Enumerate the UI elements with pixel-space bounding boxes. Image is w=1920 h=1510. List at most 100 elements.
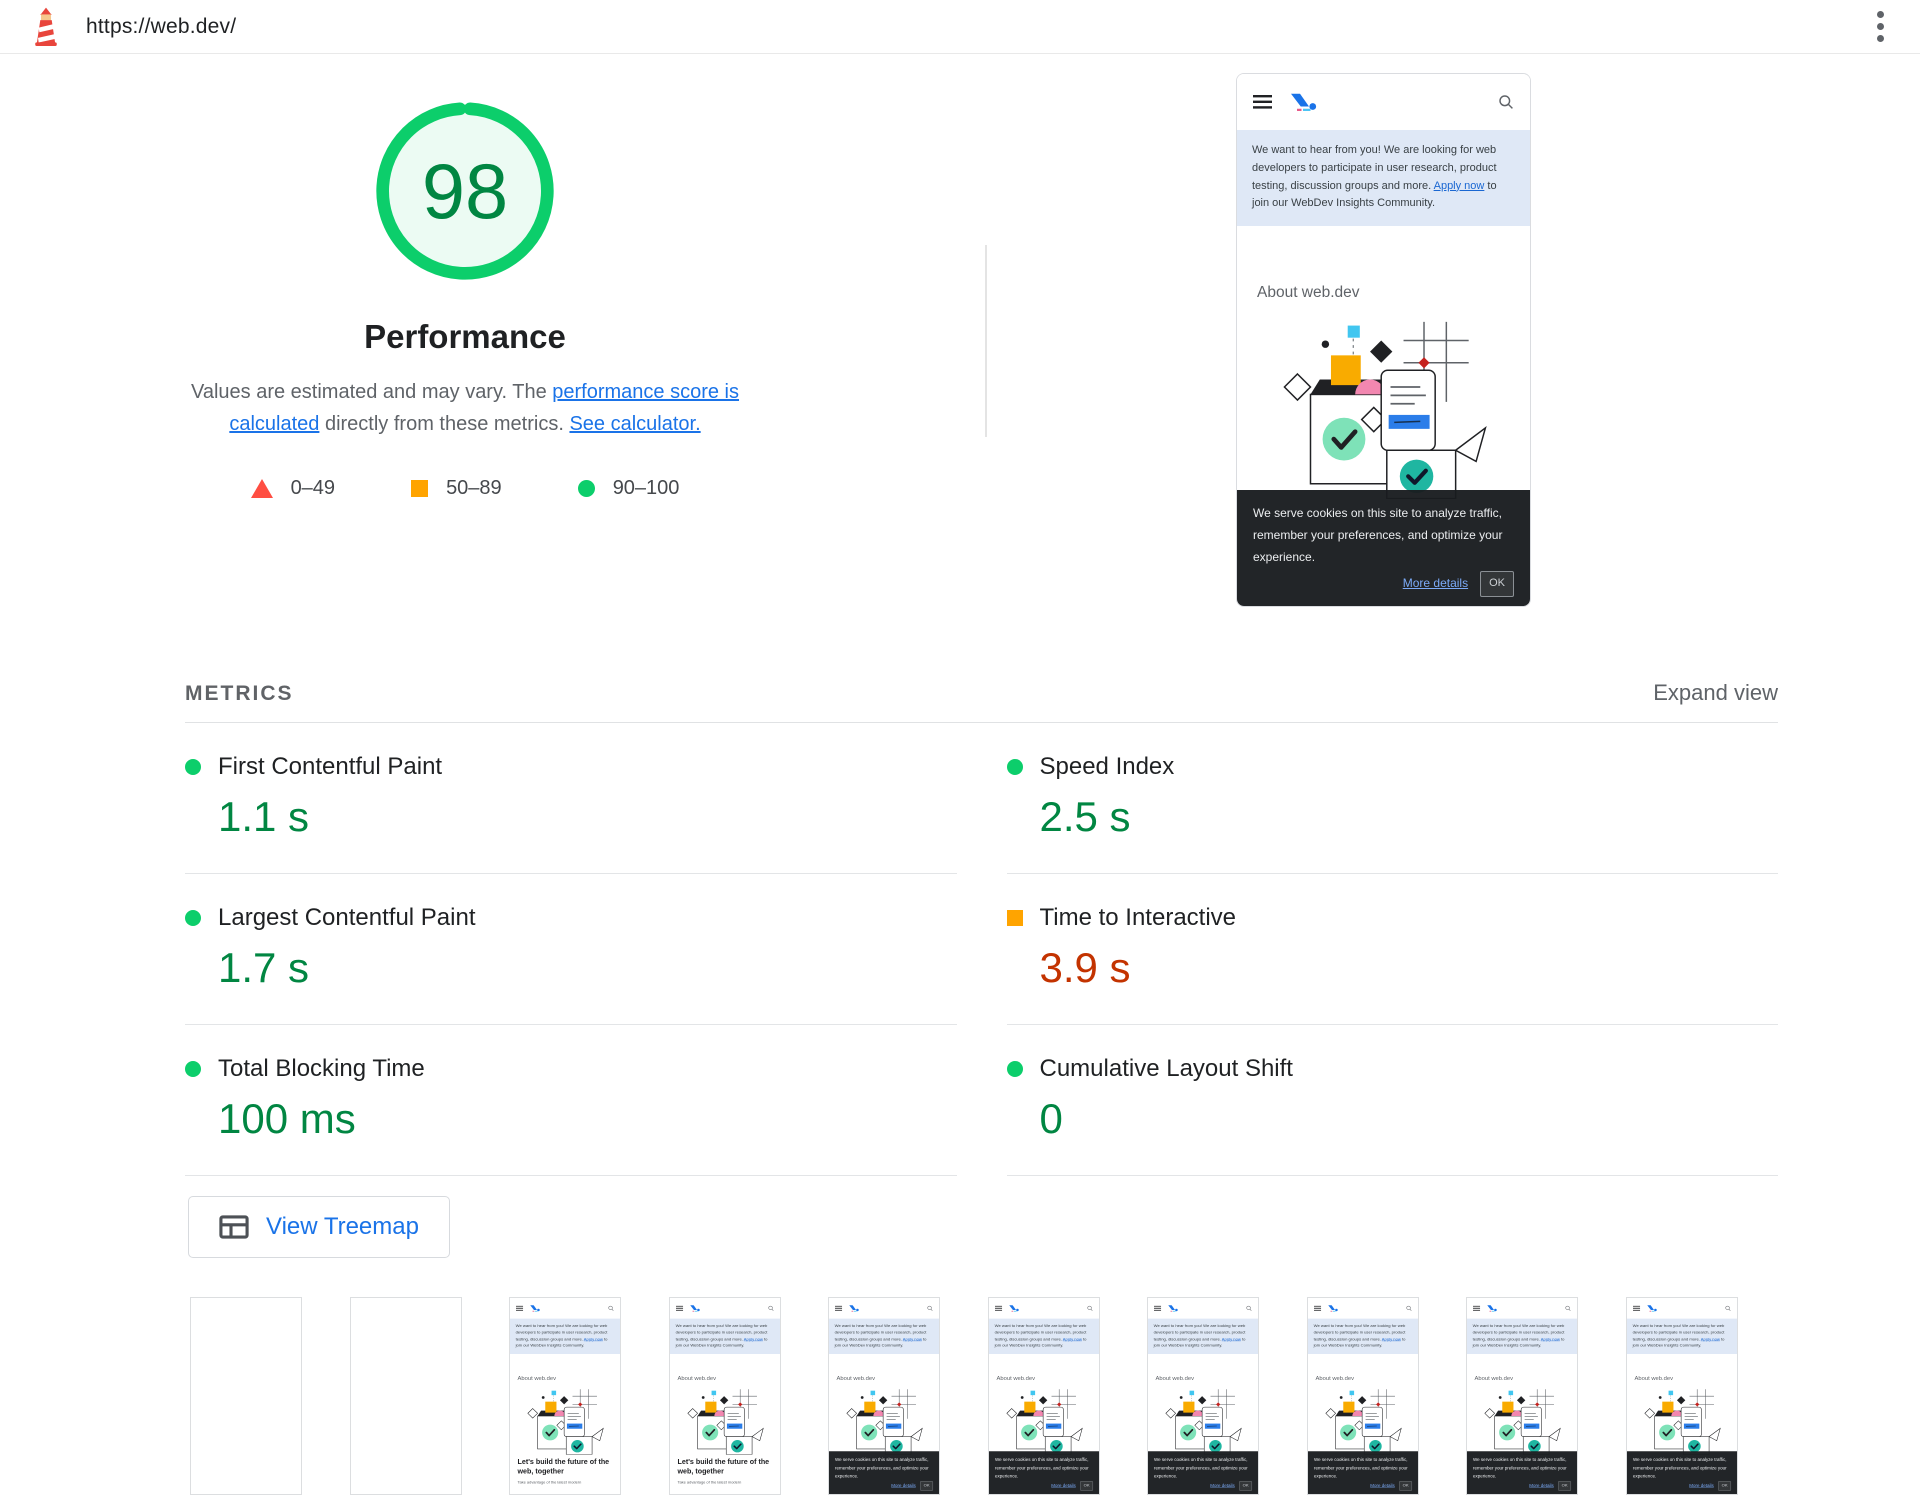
webdev-page-header xyxy=(510,1298,621,1319)
hamburger-icon xyxy=(1313,1305,1321,1311)
view-treemap-label: View Treemap xyxy=(266,1213,419,1240)
cookie-text: We serve cookies on this site to analyze… xyxy=(1253,506,1503,564)
filmstrip-frame-cookie: We want to hear from you! We are looking… xyxy=(828,1297,941,1495)
banner-text-tail: to join our WebDev Insights Community. xyxy=(1153,1336,1246,1348)
webdev-banner: We want to hear from you! We are looking… xyxy=(829,1318,940,1355)
search-icon xyxy=(608,1305,614,1311)
webdev-banner: We want to hear from you! We are looking… xyxy=(1307,1318,1418,1355)
banner-text: We want to hear from you! We are looking… xyxy=(675,1323,768,1342)
score-description: Values are estimated and may vary. The p… xyxy=(178,376,753,441)
apply-now-link: Apply now xyxy=(902,1336,923,1342)
search-icon xyxy=(1565,1305,1571,1311)
legend-pass-label: 90–100 xyxy=(612,476,680,499)
webdev-logo-icon xyxy=(1328,1305,1338,1312)
webdev-page-header xyxy=(1237,74,1530,130)
hamburger-icon xyxy=(835,1305,843,1311)
legend-fail-label: 0–49 xyxy=(290,476,336,499)
filmstrip-frame-cookie: We want to hear from you! We are looking… xyxy=(987,1297,1100,1495)
hamburger-icon xyxy=(994,1305,1002,1311)
section-divider xyxy=(985,245,987,437)
score-calculation-link[interactable]: performance score is calculated xyxy=(229,381,740,436)
hamburger-icon xyxy=(1473,1305,1481,1311)
top-url-bar: https://web.dev/ xyxy=(0,0,1920,54)
legend-average-label: 50–89 xyxy=(446,476,502,499)
webdev-banner: We want to hear from you! We are looking… xyxy=(669,1318,780,1355)
cookie-ok-button: OK xyxy=(1079,1481,1093,1491)
metric-first-contentful-paint: First Contentful Paint 1.1 s xyxy=(185,723,957,874)
cookie-banner: We serve cookies on this site to analyze… xyxy=(1237,490,1530,606)
more-details-link: More details xyxy=(1529,1483,1555,1489)
cookie-ok-button: OK xyxy=(1718,1481,1731,1491)
banner-text-tail: to join our WebDev Insights Community. xyxy=(675,1336,768,1348)
banner-text-tail: to join our WebDev Insights Community. xyxy=(1252,179,1497,210)
apply-now-link: Apply now xyxy=(1541,1336,1561,1342)
kebab-menu-icon[interactable] xyxy=(1871,5,1890,48)
report-url: https://web.dev/ xyxy=(86,14,237,38)
legend-average: 50–89 xyxy=(411,477,502,500)
cookie-ok-button: OK xyxy=(1480,571,1514,597)
webdev-logo-icon xyxy=(1487,1305,1498,1312)
webdev-logo-icon xyxy=(1291,93,1317,111)
more-details-link: More details xyxy=(1210,1483,1236,1489)
metric-value: 1.1 s xyxy=(218,793,310,840)
search-icon xyxy=(1087,1305,1093,1311)
about-heading: About web.dev xyxy=(677,1375,716,1382)
metrics-header: METRICS Expand view xyxy=(185,660,1778,723)
treemap-icon xyxy=(219,1215,249,1239)
cookie-banner: We serve cookies on this site to analyze… xyxy=(1626,1451,1737,1494)
webdev-page-header xyxy=(1467,1298,1578,1319)
filmstrip-frame-page: We want to hear from you! We are looking… xyxy=(509,1297,622,1495)
apply-now-link: Apply now xyxy=(1062,1336,1082,1342)
view-treemap-button[interactable]: View Treemap xyxy=(188,1196,450,1258)
webdev-page-screenshot: We want to hear from you! We are looking… xyxy=(669,1298,780,1494)
cookie-banner: We serve cookies on this site to analyze… xyxy=(988,1451,1099,1494)
webdev-logo-icon xyxy=(689,1305,700,1312)
webdev-page-header xyxy=(1307,1298,1418,1319)
cookie-text: We serve cookies on this site to analyze… xyxy=(1473,1457,1568,1479)
cookie-banner: We serve cookies on this site to analyze… xyxy=(1148,1451,1259,1494)
webdev-page-screenshot: We want to hear from you! We are looking… xyxy=(1467,1298,1578,1494)
more-details-link: More details xyxy=(1402,576,1469,591)
metric-name: First Contentful Paint xyxy=(218,753,443,780)
webdev-illustration xyxy=(1282,322,1487,499)
filmstrip-frame-cookie: We want to hear from you! We are looking… xyxy=(1625,1297,1738,1495)
about-heading: About web.dev xyxy=(836,1375,876,1382)
about-heading: About web.dev xyxy=(996,1375,1035,1382)
see-calculator-link[interactable]: See calculator. xyxy=(569,413,701,436)
filmstrip-frame-cookie: We want to hear from you! We are looking… xyxy=(1466,1297,1579,1495)
performance-title: Performance xyxy=(364,318,566,355)
metric-status-icon xyxy=(1006,910,1023,926)
search-icon xyxy=(1406,1305,1412,1311)
webdev-illustration xyxy=(1165,1389,1242,1455)
metric-largest-contentful-paint: Largest Contentful Paint 1.7 s xyxy=(185,874,957,1025)
apply-now-link: Apply now xyxy=(1433,179,1485,192)
webdev-illustration xyxy=(1005,1389,1083,1455)
metrics-heading: METRICS xyxy=(185,682,294,705)
filmstrip-frame-blank xyxy=(190,1297,302,1495)
banner-text: We want to hear from you! We are looking… xyxy=(834,1323,927,1342)
filmstrip-frame-cookie: We want to hear from you! We are looking… xyxy=(1147,1297,1260,1495)
expand-view-toggle[interactable]: Expand view xyxy=(1653,680,1778,705)
performance-score-section: 98 Performance Values are estimated and … xyxy=(150,96,780,500)
score-desc-text: Values are estimated and may vary. The xyxy=(190,381,553,403)
search-icon xyxy=(768,1305,774,1311)
banner-text-tail: to join our WebDev Insights Community. xyxy=(515,1336,608,1348)
webdev-banner: We want to hear from you! We are looking… xyxy=(510,1318,621,1355)
metrics-grid: First Contentful Paint 1.1 s Speed Index… xyxy=(185,723,1778,1176)
metric-status-icon xyxy=(185,1061,201,1077)
cookie-text: We serve cookies on this site to analyze… xyxy=(1313,1457,1408,1479)
metric-total-blocking-time: Total Blocking Time 100 ms xyxy=(185,1025,957,1176)
metric-name: Time to Interactive xyxy=(1039,904,1237,931)
legend-fail: 0–49 xyxy=(250,476,336,500)
search-icon xyxy=(927,1305,933,1311)
webdev-logo-icon xyxy=(849,1305,859,1312)
cookie-ok-button: OK xyxy=(1558,1481,1572,1491)
metric-speed-index: Speed Index 2.5 s xyxy=(1006,723,1778,874)
metric-status-icon xyxy=(185,759,201,775)
banner-text: We want to hear from you! We are looking… xyxy=(1473,1323,1565,1342)
more-details-link: More details xyxy=(1689,1483,1714,1489)
apply-now-link: Apply now xyxy=(583,1336,603,1342)
webdev-logo-icon xyxy=(1647,1305,1657,1312)
banner-text: We want to hear from you! We are looking… xyxy=(1252,144,1497,192)
metric-value: 0 xyxy=(1039,1095,1063,1142)
